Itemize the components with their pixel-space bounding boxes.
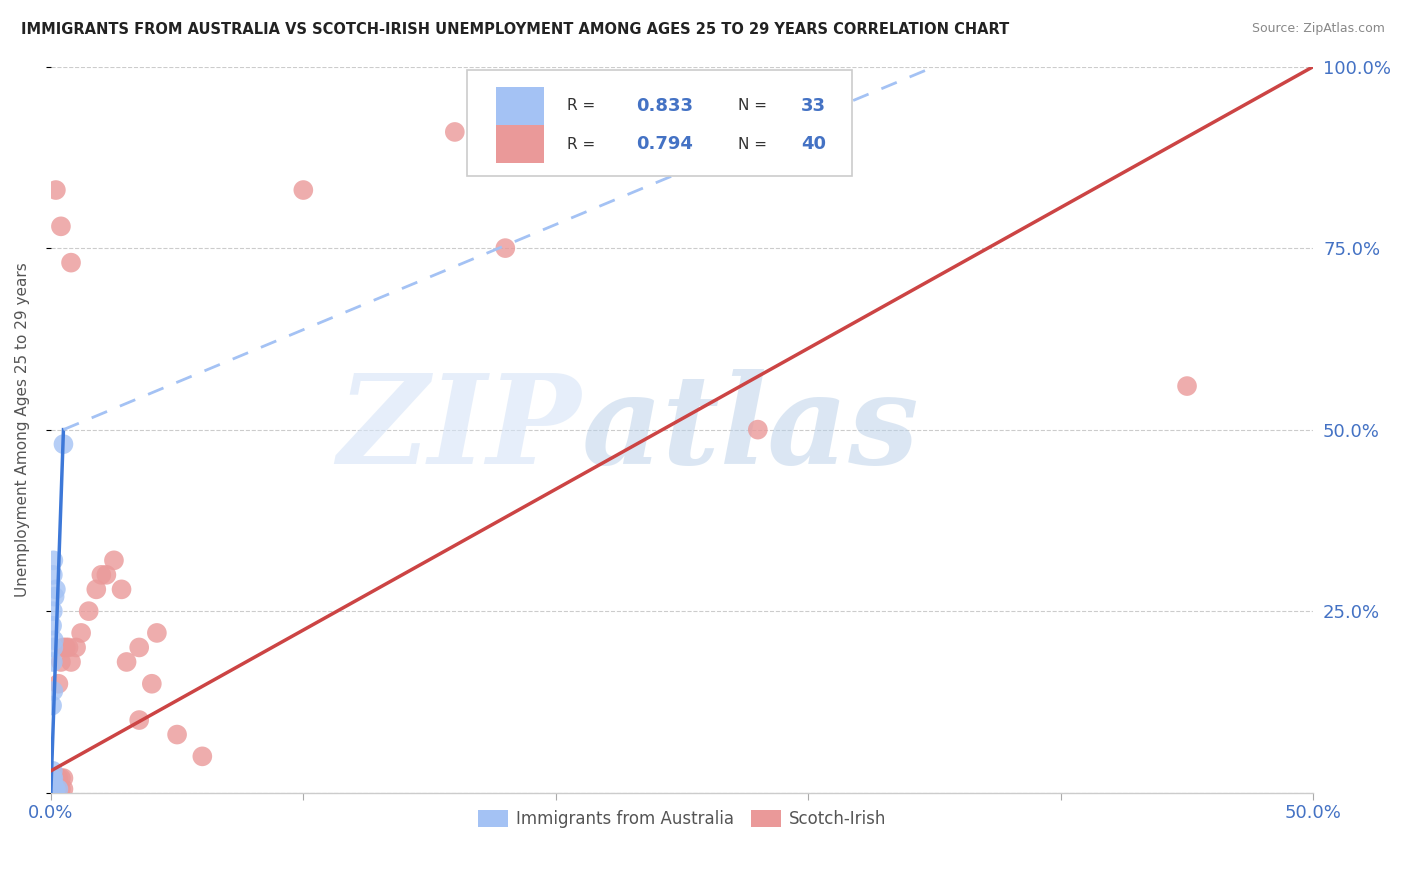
Point <box>45 782 67 797</box>
Text: 33: 33 <box>801 97 825 115</box>
Text: ZIP: ZIP <box>337 369 581 491</box>
Y-axis label: Unemployment Among Ages 25 to 29 years: Unemployment Among Ages 25 to 29 years <box>15 262 30 597</box>
Point <box>42 655 65 669</box>
Point <box>42 640 65 655</box>
Point <box>96 567 118 582</box>
Point <box>48 782 70 797</box>
Point <box>60 255 83 269</box>
Point <box>41 698 63 713</box>
Point <box>48 782 70 797</box>
Point <box>494 241 516 255</box>
Point <box>42 778 65 792</box>
Point <box>41 618 63 632</box>
Point <box>42 764 65 778</box>
Point <box>42 778 65 792</box>
Point <box>77 604 100 618</box>
Point <box>41 782 63 797</box>
Text: 40: 40 <box>801 136 825 153</box>
Point <box>84 582 107 597</box>
Point <box>41 778 63 792</box>
Point <box>49 655 72 669</box>
Point <box>49 771 72 785</box>
Point <box>146 626 169 640</box>
Point <box>58 640 80 655</box>
Point <box>45 778 67 792</box>
Point <box>42 553 65 567</box>
Point <box>70 626 93 640</box>
Point <box>166 728 188 742</box>
Point <box>44 782 66 797</box>
Point <box>52 437 75 451</box>
Point <box>42 782 65 797</box>
Point <box>41 782 63 797</box>
Text: IMMIGRANTS FROM AUSTRALIA VS SCOTCH-IRISH UNEMPLOYMENT AMONG AGES 25 TO 29 YEARS: IMMIGRANTS FROM AUSTRALIA VS SCOTCH-IRIS… <box>21 22 1010 37</box>
Point <box>1175 379 1198 393</box>
Point <box>52 782 75 797</box>
Point <box>49 219 72 234</box>
Point <box>48 677 70 691</box>
Point <box>42 782 65 797</box>
Point <box>42 771 65 785</box>
Point <box>443 125 465 139</box>
Text: 0.794: 0.794 <box>637 136 693 153</box>
Point <box>65 640 87 655</box>
Point <box>292 183 315 197</box>
Point <box>141 677 163 691</box>
Text: 0.833: 0.833 <box>637 97 693 115</box>
Point <box>42 633 65 648</box>
Text: Source: ZipAtlas.com: Source: ZipAtlas.com <box>1251 22 1385 36</box>
Point <box>42 684 65 698</box>
Point <box>595 146 617 161</box>
Point <box>128 640 150 655</box>
Point <box>45 183 67 197</box>
Point <box>45 782 67 797</box>
Point <box>90 567 112 582</box>
Point <box>41 782 63 797</box>
Point <box>115 655 138 669</box>
Point <box>52 640 75 655</box>
Bar <box>496 126 544 163</box>
Point <box>49 782 72 797</box>
Point <box>128 713 150 727</box>
Text: R =: R = <box>567 136 600 152</box>
Point <box>110 582 132 597</box>
Point <box>44 590 66 604</box>
Text: atlas: atlas <box>581 369 918 491</box>
Point <box>42 782 65 797</box>
Point <box>41 782 63 797</box>
Point <box>42 604 65 618</box>
Point <box>42 567 65 582</box>
Point <box>747 423 769 437</box>
Point <box>55 640 77 655</box>
Point <box>191 749 214 764</box>
FancyBboxPatch shape <box>467 70 852 176</box>
Point <box>42 782 65 797</box>
Point <box>45 582 67 597</box>
Point <box>41 782 63 797</box>
Point <box>48 771 70 785</box>
Point <box>42 778 65 792</box>
Text: R =: R = <box>567 98 600 113</box>
Point <box>41 771 63 785</box>
Point <box>52 771 75 785</box>
Point <box>41 778 63 792</box>
Point <box>41 782 63 797</box>
Bar <box>496 87 544 125</box>
Point <box>103 553 125 567</box>
Text: N =: N = <box>738 98 772 113</box>
Point <box>60 655 83 669</box>
Legend: Immigrants from Australia, Scotch-Irish: Immigrants from Australia, Scotch-Irish <box>471 804 893 835</box>
Point <box>41 782 63 797</box>
Point <box>41 778 63 792</box>
Text: N =: N = <box>738 136 772 152</box>
